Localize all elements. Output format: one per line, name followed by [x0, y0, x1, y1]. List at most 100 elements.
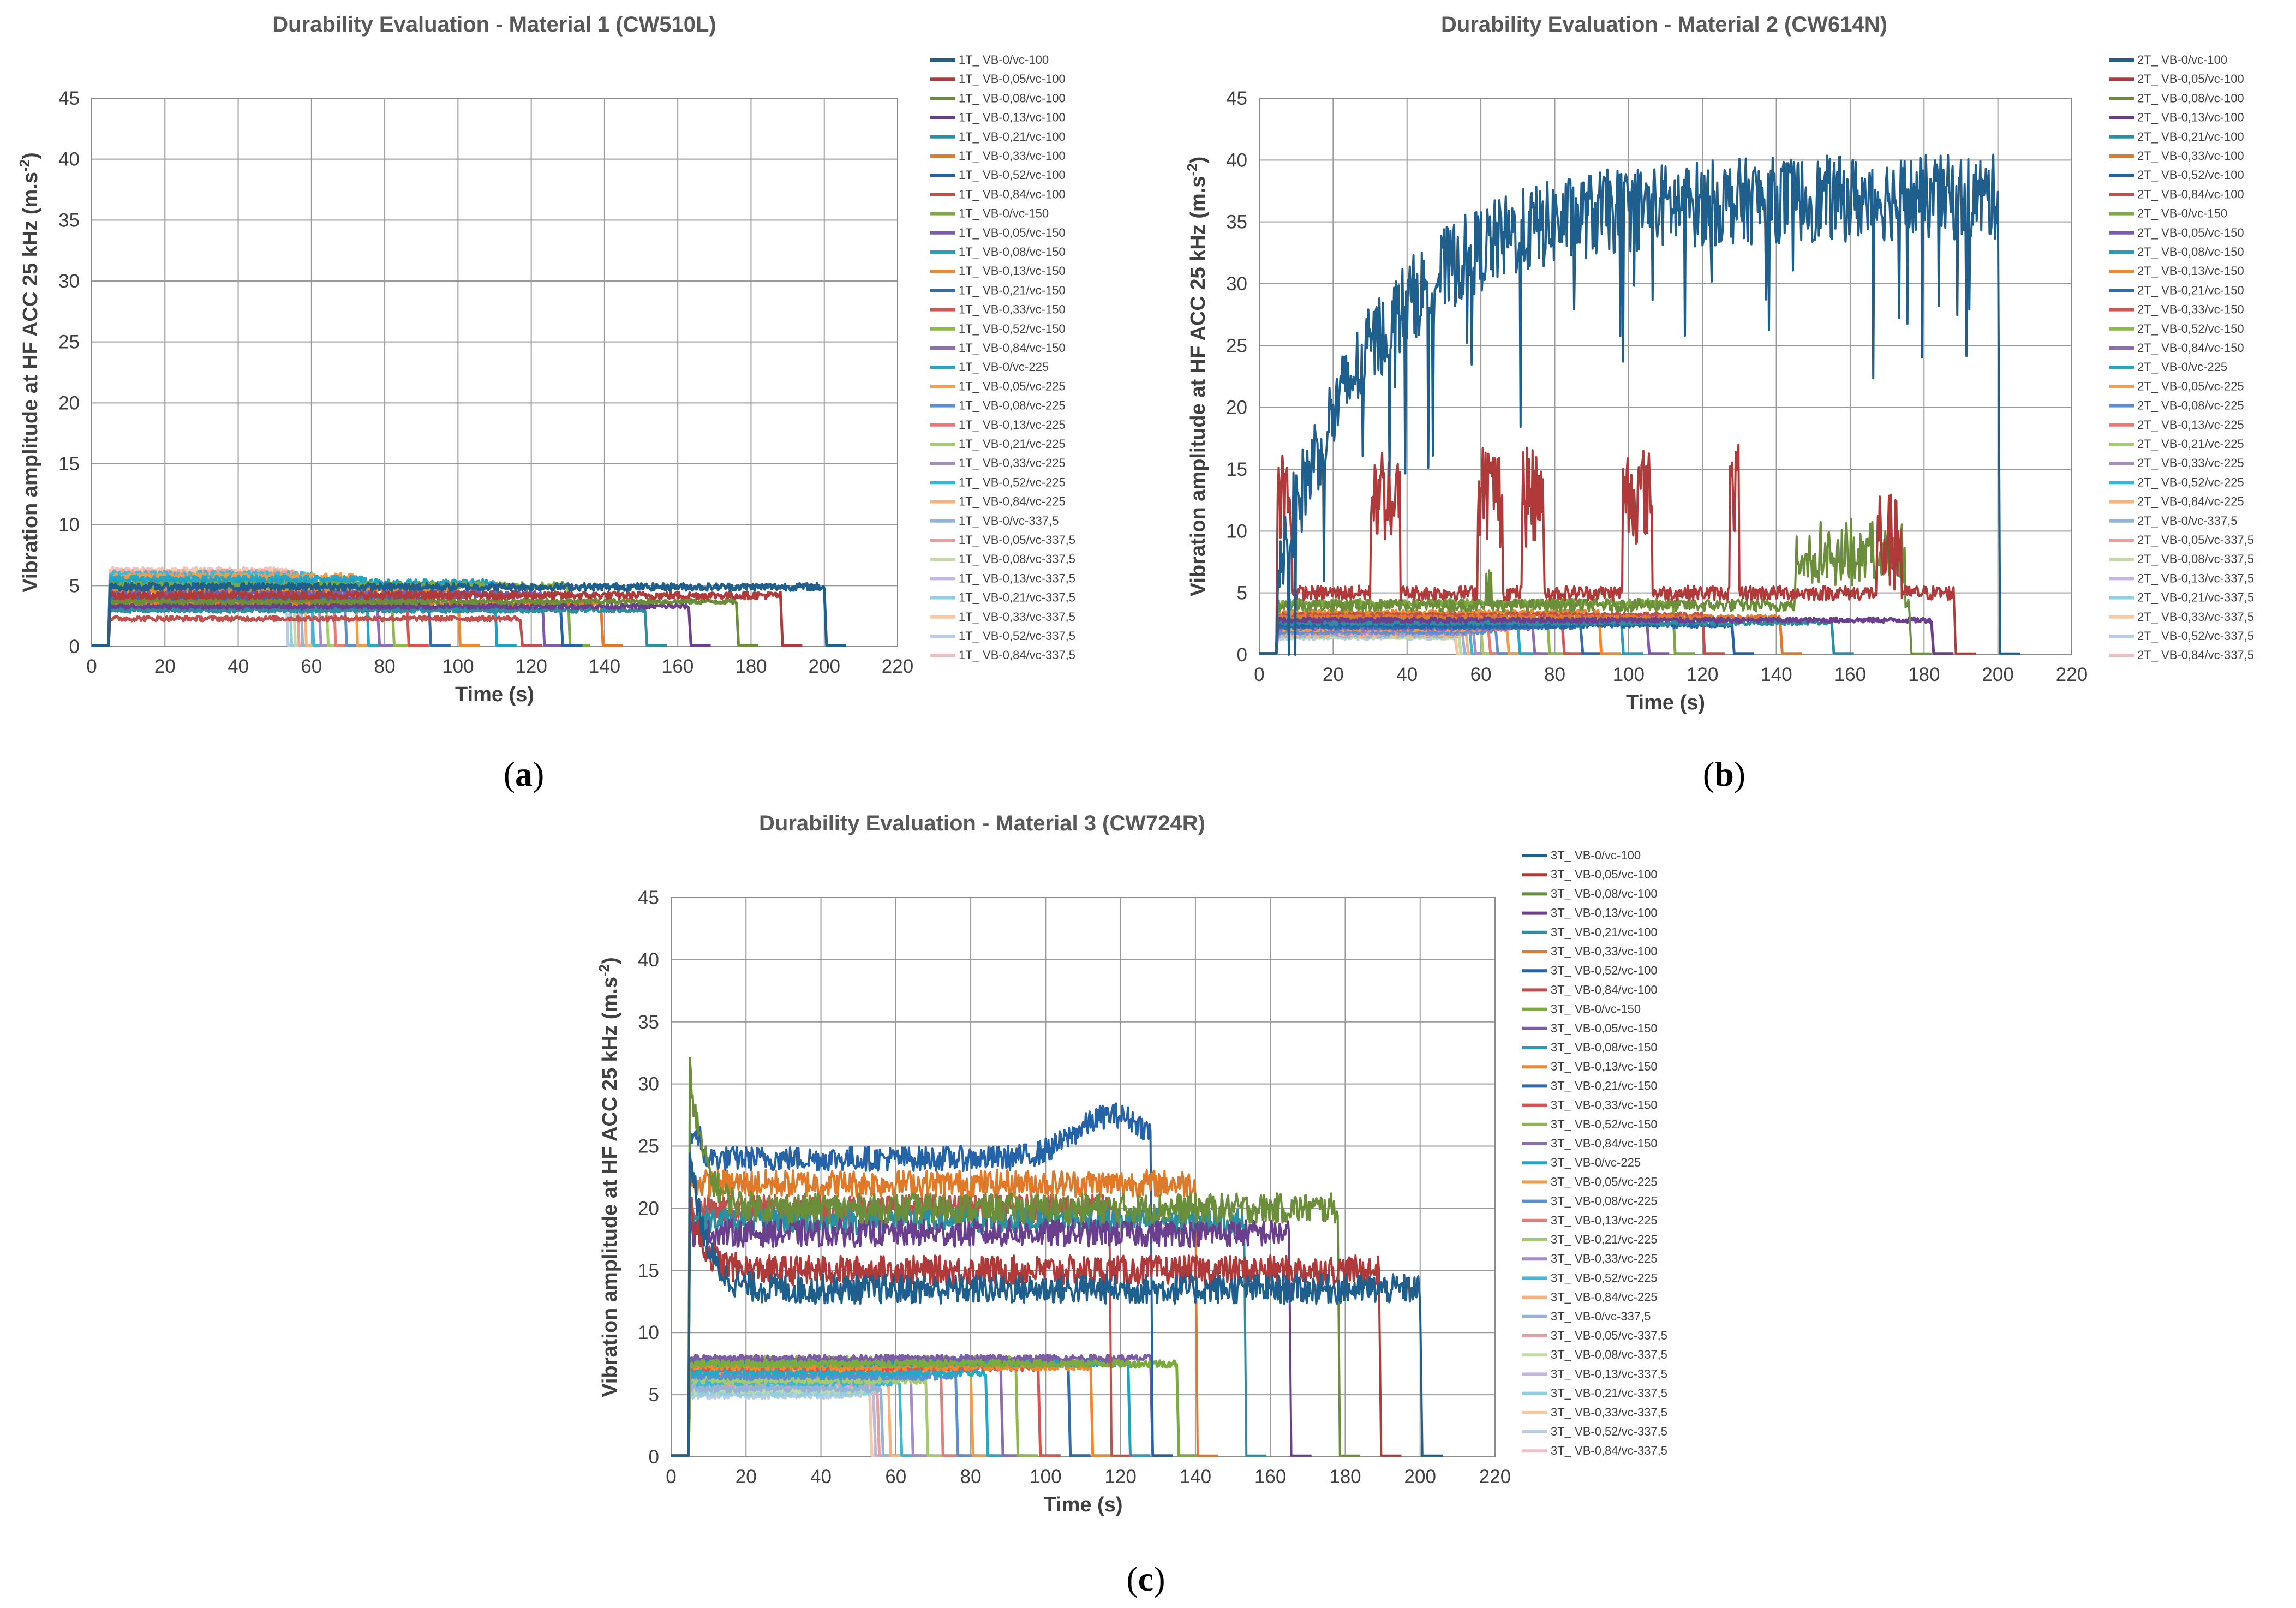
- y-tick-label: 30: [1226, 273, 1247, 295]
- y-tick-label: 45: [58, 88, 80, 109]
- legend-label: 2T_ VB-0,21/vc-225: [2137, 437, 2244, 451]
- legend-label: 1T_ VB-0,21/vc-337,5: [959, 591, 1075, 605]
- x-tick-label: 0: [86, 656, 97, 677]
- legend-label: 1T_ VB-0/vc-100: [959, 53, 1049, 67]
- legend-label: 3T_ VB-0,33/vc-225: [1551, 1252, 1658, 1265]
- legend-label: 1T_ VB-0,13/vc-225: [959, 418, 1066, 432]
- y-tick-label: 5: [69, 575, 80, 596]
- x-tick-label: 100: [1613, 664, 1645, 685]
- x-tick-label: 0: [666, 1466, 676, 1487]
- x-tick-label: 220: [882, 656, 913, 677]
- legend-label: 2T_ VB-0/vc-225: [2137, 360, 2227, 374]
- legend-label: 3T_ VB-0,84/vc-225: [1551, 1290, 1658, 1304]
- legend-label: 2T_ VB-0/vc-337,5: [2137, 514, 2237, 528]
- y-tick-label: 25: [1226, 335, 1247, 356]
- legend-label: 3T_ VB-0,84/vc-150: [1551, 1137, 1658, 1150]
- legend-label: 2T_ VB-0,21/vc-100: [2137, 130, 2244, 144]
- series-line: [1259, 153, 2020, 656]
- legend-label: 2T_ VB-0,52/vc-100: [2137, 168, 2244, 182]
- y-tick-label: 45: [1226, 88, 1247, 109]
- figure-caption: (b): [1703, 755, 1745, 793]
- legend-label: 2T_ VB-0,33/vc-100: [2137, 149, 2244, 163]
- y-tick-label: 10: [1226, 521, 1247, 542]
- legend-label: 3T_ VB-0,84/vc-100: [1551, 983, 1658, 996]
- x-tick-label: 120: [1687, 664, 1718, 685]
- y-tick-label: 0: [1237, 644, 1247, 666]
- x-tick-label: 40: [228, 656, 249, 677]
- y-tick-label: 30: [58, 271, 80, 292]
- y-tick-label: 15: [638, 1260, 659, 1281]
- x-tick-label: 180: [1908, 664, 1940, 685]
- x-tick-label: 80: [374, 656, 396, 677]
- legend-label: 2T_ VB-0,52/vc-225: [2137, 475, 2244, 489]
- x-tick-label: 140: [1760, 664, 1792, 685]
- legend: 3T_ VB-0/vc-100 3T_ VB-0,05/vc-100 3T_ VB-…: [1522, 848, 1667, 1457]
- x-axis-label: Time (s): [1626, 691, 1705, 714]
- legend-label: 3T_ VB-0,05/vc-150: [1551, 1021, 1658, 1035]
- series-line: [671, 1218, 1312, 1457]
- legend-label: 2T_ VB-0,33/vc-337,5: [2137, 610, 2254, 624]
- legend-label: 2T_ VB-0/vc-100: [2137, 53, 2227, 67]
- legend-label: 1T_ VB-0,05/vc-150: [959, 226, 1066, 240]
- legend-label: 2T_ VB-0,05/vc-100: [2137, 72, 2244, 86]
- legend-label: 1T_ VB-0,84/vc-150: [959, 341, 1066, 355]
- legend-label: 2T_ VB-0,84/vc-337,5: [2137, 648, 2254, 662]
- y-tick-label: 5: [1237, 583, 1247, 604]
- x-tick-label: 80: [1544, 664, 1565, 685]
- legend-label: 3T_ VB-0,13/vc-337,5: [1551, 1367, 1667, 1380]
- legend-label: 2T_ VB-0,08/vc-225: [2137, 399, 2244, 413]
- y-tick-label: 10: [638, 1322, 659, 1343]
- y-tick-label: 40: [58, 149, 80, 170]
- x-tick-label: 120: [515, 656, 547, 677]
- legend-label: 3T_ VB-0,52/vc-225: [1551, 1271, 1658, 1284]
- legend-label: 1T_ VB-0,08/vc-337,5: [959, 552, 1075, 566]
- legend-label: 1T_ VB-0,33/vc-225: [959, 456, 1066, 470]
- y-axis-label: Vibration amplitude at HF ACC 25 kHz (m.…: [596, 957, 621, 1397]
- series-line: [1259, 518, 1932, 655]
- legend: 2T_ VB-0/vc-100 2T_ VB-0,05/vc-100 2T_ VB-…: [2109, 53, 2254, 662]
- legend-label: 2T_ VB-0,08/vc-150: [2137, 245, 2244, 259]
- legend-label: 1T_ VB-0,52/vc-337,5: [959, 629, 1075, 643]
- legend-label: 3T_ VB-0,52/vc-150: [1551, 1117, 1658, 1131]
- legend-label: 2T_ VB-0,52/vc-337,5: [2137, 629, 2254, 643]
- legend-label: 2T_ VB-0,13/vc-337,5: [2137, 571, 2254, 585]
- legend-label: 2T_ VB-0,13/vc-100: [2137, 111, 2244, 124]
- legend-label: 3T_ VB-0,21/vc-337,5: [1551, 1386, 1667, 1400]
- legend-label: 2T_ VB-0,05/vc-150: [2137, 226, 2244, 240]
- x-tick-label: 220: [2056, 664, 2088, 685]
- series-line: [671, 1102, 1173, 1457]
- legend-label: 3T_ VB-0,08/vc-100: [1551, 887, 1658, 900]
- x-axis-label: Time (s): [1043, 1493, 1122, 1516]
- legend-label: 1T_ VB-0,84/vc-225: [959, 495, 1066, 509]
- series-line: [671, 1200, 1402, 1457]
- x-tick-label: 140: [1180, 1466, 1211, 1487]
- legend-label: 3T_ VB-0/vc-100: [1551, 848, 1641, 862]
- y-axis-label: Vibration amplitude at HF ACC 25 kHz (m.…: [16, 152, 42, 592]
- x-tick-label: 200: [1404, 1466, 1436, 1487]
- x-tick-label: 60: [1470, 664, 1492, 685]
- series-line: [671, 1057, 1360, 1457]
- legend-label: 1T_ VB-0,21/vc-100: [959, 130, 1066, 144]
- x-tick-label: 20: [736, 1466, 757, 1487]
- series-line: [1259, 616, 1954, 655]
- x-tick-label: 20: [154, 656, 176, 677]
- chart-title: Durability Evaluation - Material 3 (CW72…: [759, 811, 1205, 835]
- legend-label: 2T_ VB-0,33/vc-225: [2137, 456, 2244, 470]
- y-tick-label: 35: [58, 210, 80, 231]
- plot-frame: [91, 98, 898, 647]
- y-tick-label: 5: [649, 1384, 659, 1406]
- x-tick-label: 200: [809, 656, 840, 677]
- legend-label: 1T_ VB-0,21/vc-225: [959, 437, 1066, 451]
- legend-label: 3T_ VB-0,08/vc-225: [1551, 1194, 1658, 1208]
- legend-label: 1T_ VB-0,13/vc-150: [959, 264, 1066, 278]
- y-axis-label: Vibration amplitude at HF ACC 25 kHz (m.…: [1184, 157, 1210, 596]
- legend-label: 1T_ VB-0,33/vc-100: [959, 149, 1066, 163]
- legend-label: 3T_ VB-0,05/vc-225: [1551, 1175, 1658, 1188]
- y-tick-label: 35: [638, 1012, 659, 1033]
- x-axis-label: Time (s): [455, 683, 534, 706]
- y-tick-label: 40: [1226, 150, 1247, 171]
- legend-label: 1T_ VB-0,52/vc-150: [959, 322, 1066, 336]
- series-line: [92, 606, 667, 647]
- legend-label: 3T_ VB-0/vc-225: [1551, 1156, 1641, 1169]
